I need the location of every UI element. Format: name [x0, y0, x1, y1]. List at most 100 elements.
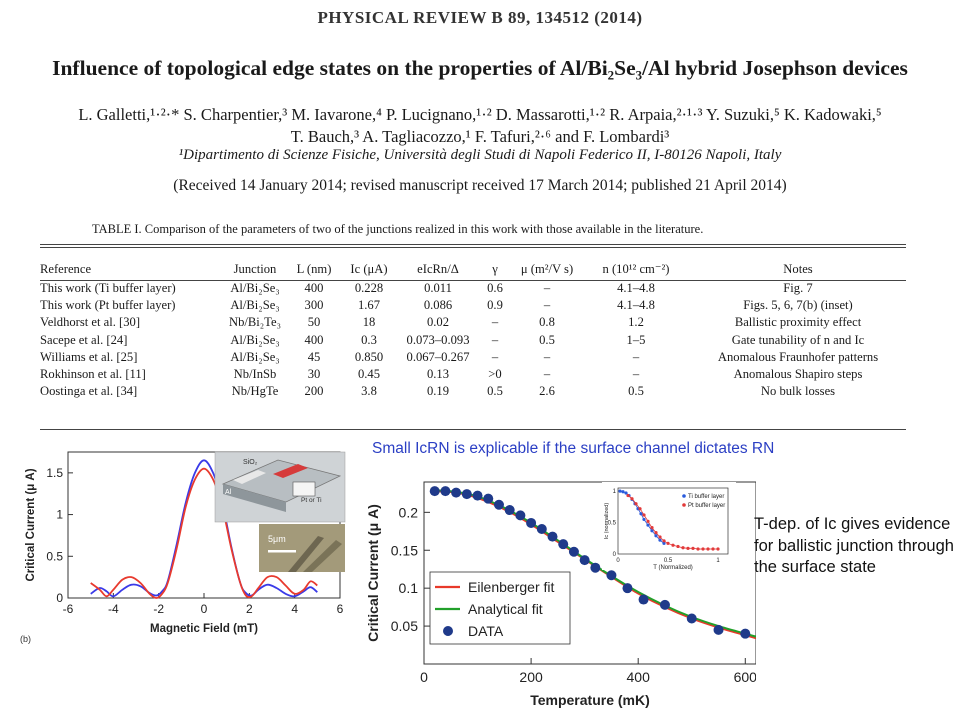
data-point	[590, 562, 601, 573]
legend-label: Analytical fit	[468, 601, 543, 617]
x-tick-label: 4	[291, 602, 298, 616]
header-cell: n (10¹² cm⁻²)	[602, 262, 670, 276]
inset-data-point	[696, 547, 700, 551]
table-cell: 30	[307, 367, 321, 382]
inset-data-point	[646, 523, 650, 527]
inset-data-point	[642, 513, 646, 517]
table-cell: Nb/InSb	[233, 367, 277, 382]
header-cell: L (nm)	[296, 261, 332, 276]
inset-data-point	[626, 493, 630, 498]
table-cell: 45	[307, 349, 321, 364]
table-cell: 0.13	[426, 367, 450, 382]
data-point	[526, 517, 537, 528]
data-point	[713, 624, 724, 635]
table-cell: 0.8	[539, 315, 555, 330]
table-cell: 50	[307, 315, 321, 330]
inset-data-point	[686, 546, 690, 550]
inset-data-point	[654, 534, 658, 538]
temperature-dependence-note: T-dep. of Ic gives evidence for ballisti…	[754, 515, 954, 576]
header-cell: Junction	[233, 261, 277, 276]
inset-data-point	[618, 489, 622, 493]
table-cell: –	[491, 332, 499, 347]
inset-label-sio2: SiO₂	[243, 459, 258, 466]
header-cell: eIcRn/Δ	[417, 261, 459, 276]
table-cell: 300	[304, 298, 324, 313]
x-tick-label: 600	[734, 669, 756, 685]
table-cell: 1.67	[357, 298, 381, 313]
x-tick-label: -2	[153, 602, 164, 616]
inset-data-point	[711, 547, 715, 551]
inset-data-point	[650, 529, 654, 533]
data-point	[579, 555, 590, 566]
table-cell: 0.19	[426, 384, 450, 399]
table-row: This work (Pt buffer layer) Al/Bi₂Se₃ 300 1…	[40, 297, 906, 314]
y-tick-label: 1.5	[46, 466, 63, 480]
inset-data-point	[654, 531, 658, 535]
table-cell: 0.086	[423, 298, 453, 313]
x-tick-label: 0	[201, 602, 208, 616]
table-cell: 3.8	[361, 384, 377, 399]
y-tick-label: 0.2	[399, 504, 419, 520]
table-row: This work (Ti buffer layer) Al/Bi₂Se₃ 400 0…	[40, 280, 906, 297]
table-cell: 18	[362, 315, 376, 330]
y-tick-label: 0.1	[399, 580, 419, 596]
inset-data-point	[662, 541, 666, 545]
table-cell: Al/Bi₂Se₃	[230, 332, 280, 347]
inset-data-point	[706, 547, 710, 551]
inset-data-point	[701, 547, 705, 551]
x-tick-label: 200	[519, 669, 543, 685]
series-line-2	[90, 467, 318, 599]
data-point	[451, 487, 462, 498]
data-point	[493, 499, 504, 510]
data-point	[440, 486, 451, 497]
table-cell: This work (Pt buffer layer)	[40, 298, 176, 313]
data-point	[547, 531, 558, 542]
table-cell: 0.45	[357, 367, 381, 382]
inset-data-point	[621, 490, 625, 494]
y-axis-label: Critical Current (μ A)	[25, 468, 37, 581]
table-cell: 0.3	[361, 332, 377, 347]
table-cell: 0.5	[539, 332, 555, 347]
data-point	[536, 524, 547, 535]
author-line-1: L. Galletti,¹·²·* S. Charpentier,³ M. Ia…	[78, 105, 882, 124]
data-point	[638, 594, 649, 605]
table-cell: Gate tunability of n and Ic	[731, 332, 865, 347]
table-cell: 400	[304, 281, 324, 296]
table-cell: –	[543, 367, 551, 382]
x-tick-label: 6	[337, 602, 344, 616]
author-list: L. Galletti,¹·²·* S. Charpentier,³ M. Ia…	[8, 104, 952, 148]
series-line-1	[90, 459, 318, 598]
inset-x-tick-label: 0	[616, 558, 620, 564]
inset-y-tick-label: 1	[613, 489, 617, 495]
device-photo-inset: SiO₂ Al Pt or Ti	[214, 451, 346, 523]
table-cell: Ballistic proximity effect	[734, 315, 862, 330]
x-tick-label: 2	[246, 602, 253, 616]
y-tick-label: 0.5	[46, 549, 63, 563]
table-cell: This work (Ti buffer layer)	[40, 281, 176, 296]
x-tick-label: -6	[63, 602, 74, 616]
inset-background	[602, 482, 736, 570]
table-cell: Al/Bi₂Se₃	[230, 349, 280, 364]
table-header-row: Reference Junction L (nm) Ic (μA) eIcRn/…	[40, 258, 906, 280]
table-row: Williams et al. [25] Al/Bi₂Se₃ 45 0.850 0.06…	[40, 349, 906, 366]
plot-frame	[423, 481, 756, 665]
table-cell: 2.6	[539, 384, 555, 399]
table-cell: –	[543, 349, 551, 364]
table-cell: Al/Bi₂Se₃	[230, 298, 280, 313]
x-tick-label: 400	[627, 669, 651, 685]
table-bottom-rule	[40, 429, 906, 430]
table-cell: –	[491, 315, 499, 330]
data-point	[429, 486, 440, 497]
table-row: Oostinga et al. [34] Nb/HgTe 200 3.8 0.19 0.5…	[40, 383, 906, 400]
inset-data-point	[666, 541, 670, 545]
inset-x-tick-label: 1	[716, 558, 720, 564]
x-axis-label: Temperature (mK)	[530, 692, 650, 708]
table-cell: Anomalous Shapiro steps	[733, 367, 863, 382]
x-tick-label: -4	[108, 602, 119, 616]
inset-data-point	[646, 519, 650, 523]
table-top-rule	[40, 244, 906, 245]
table-cell: 4.1–4.8	[617, 298, 655, 313]
table-cell: Sacepe et al. [24]	[40, 332, 128, 347]
ic-vs-temperature-plot: 0 200 400 600 0.05 0.1 0.15 0.2 Temperature (mK)…	[364, 474, 756, 718]
table-cell: 0.073–0.093	[406, 332, 470, 347]
